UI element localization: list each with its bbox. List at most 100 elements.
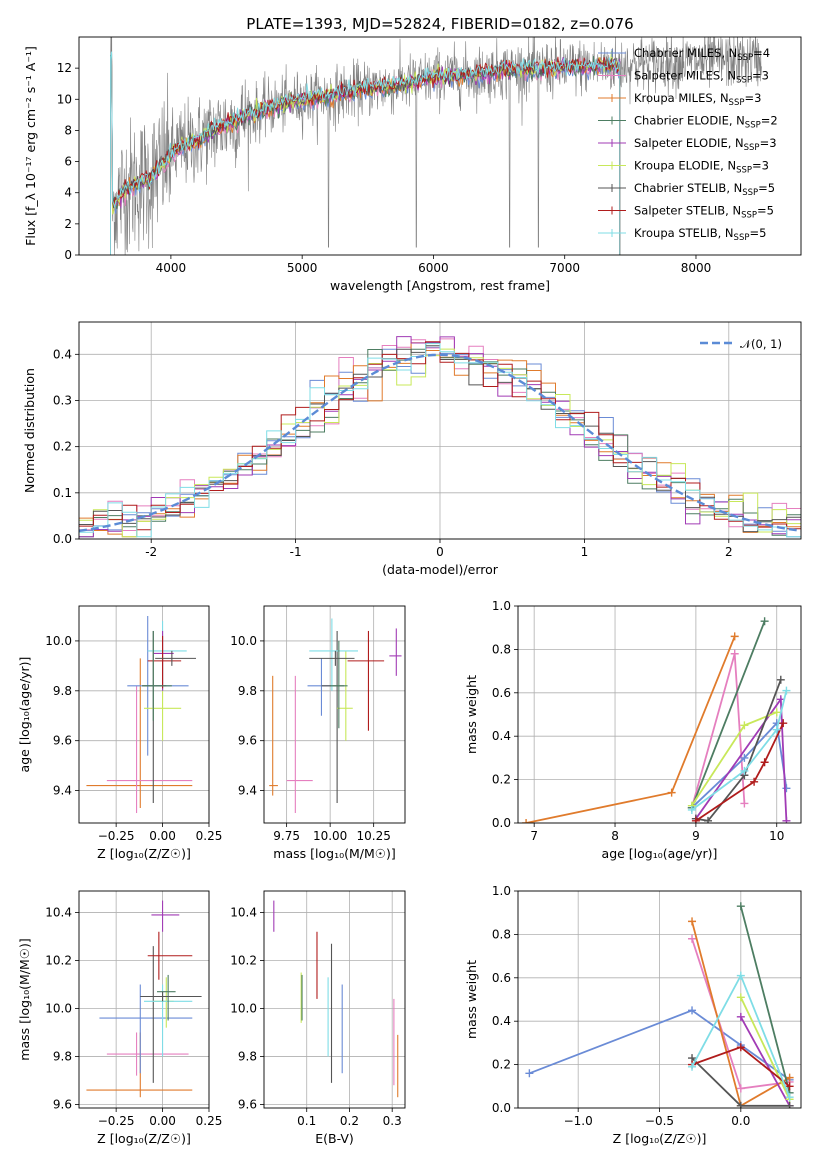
mass_vs_Z-xlabel: Z [log₁₀(Z/Z☉)] xyxy=(97,1131,191,1146)
legend-label-sub: SSP xyxy=(736,166,752,176)
mass_vs_Z-ytick-label: 10.2 xyxy=(45,954,72,968)
mass_vs_EBV-ytick-label: 9.6 xyxy=(238,1097,257,1111)
residuals-ylabel: Normed distribution xyxy=(22,368,37,493)
mass_vs_EBV-frame xyxy=(263,890,406,1109)
legend-label-text: Chabrier ELODIE, N xyxy=(634,114,745,128)
age_vs_mass-point-salp_elodie xyxy=(389,628,402,676)
weight_vs_Z-series-chab_elodie xyxy=(739,905,791,1094)
mass_vs_Z-xtick-label: 0.25 xyxy=(196,1114,223,1128)
mass_vs_Z-point-chab_elodie xyxy=(157,974,176,1021)
weight_vs_age-plot xyxy=(522,617,791,823)
age_vs_mass-xlabel: mass [log₁₀(M/M☉)] xyxy=(273,846,395,861)
legend-label-chab_miles: Chabrier MILES, NSSP=4 xyxy=(634,46,770,63)
weight_vs_age-series-chab_stelib xyxy=(695,679,782,822)
weight_vs_age-marker-krou_stelib xyxy=(772,725,781,734)
weight_vs_Z-xlabel: Z [log₁₀(Z/Z☉)] xyxy=(613,1131,707,1146)
legend-label-suffix: =3 xyxy=(760,136,777,150)
weight_vs_age-series-krou_stelib xyxy=(691,690,788,811)
weight_vs_age-marker-krou_elodie xyxy=(740,721,749,730)
spectrum-frame xyxy=(78,36,802,256)
weight_vs_age-axes: 7 8 9 10 0.0 0.2 0.4 0.6 0.8 1.0 age [log₁₀(age/yr… xyxy=(464,599,801,861)
weight_vs_age-marker-krou_miles xyxy=(667,788,676,797)
residuals-xtick-label: -2 xyxy=(145,545,157,559)
weight_vs_age-xlabel: age [log₁₀(age/yr)] xyxy=(602,846,718,861)
spectrum-xtick-label: 4000 xyxy=(156,261,187,275)
mass_vs_Z-ylabel: mass [log₁₀(M/M☉)] xyxy=(17,938,32,1060)
weight_vs_age-marker-salp_stelib xyxy=(750,777,759,786)
legend-label-suffix: =5 xyxy=(758,181,775,195)
residuals-xtick-label: -1 xyxy=(290,545,302,559)
weight_vs_Z-ytick-label: 1.0 xyxy=(492,884,511,898)
spectrum-data-line xyxy=(110,37,762,255)
age_vs_Z-ytick-label: 9.6 xyxy=(53,734,72,748)
legend-label-text: Kroupa STELIB, N xyxy=(634,226,734,240)
weight_vs_age-ytick-label: 0.0 xyxy=(492,816,511,830)
age_vs_mass-point-salp_stelib xyxy=(347,630,385,731)
mass_vs_EBV-xtick-label: 0.2 xyxy=(340,1114,359,1128)
age_vs_mass-point-chab_stelib xyxy=(309,650,355,666)
age_vs_mass-point-chab_miles xyxy=(307,658,332,716)
weight_vs_Z-marker-krou_elodie xyxy=(736,993,745,1002)
weight_vs_age-ytick-label: 0.4 xyxy=(492,729,511,743)
age_vs_mass-ytick-label: 9.4 xyxy=(238,784,257,798)
legend-label-text: Salpeter ELODIE, N xyxy=(634,136,744,150)
age_vs_mass-frame xyxy=(263,605,406,824)
weight_vs_Z-ytick-label: 0.0 xyxy=(492,1101,511,1115)
age_vs_Z-xtick-label: −0.25 xyxy=(98,829,135,843)
mass_vs_Z-ytick-label: 10.0 xyxy=(45,1001,72,1015)
legend-label-text: Kroupa MILES, N xyxy=(634,91,729,105)
legend-label-krou_stelib: Kroupa STELIB, NSSP=5 xyxy=(634,226,766,243)
spectrum-xtick-label: 8000 xyxy=(681,261,712,275)
weight_vs_age-marker-salp_elodie xyxy=(782,816,791,823)
spectrum-model-line-chab_miles xyxy=(110,60,621,255)
age_vs_Z-point-krou_miles xyxy=(86,658,193,809)
weight_vs_age-marker-chab_stelib xyxy=(704,816,713,823)
age_vs_Z-xlabel: Z [log₁₀(Z/Z☉)] xyxy=(97,846,191,861)
mass_vs_EBV-ytick-label: 9.8 xyxy=(238,1049,257,1063)
spectrum-ytick-label: 8 xyxy=(64,123,72,137)
spectrum-ytick-label: 4 xyxy=(64,186,72,200)
weight_vs_Z-marker-chab_miles xyxy=(688,1006,697,1015)
residuals-xtick-label: 2 xyxy=(725,545,733,559)
weight_vs_age-marker-chab_miles xyxy=(782,784,791,793)
age_vs_Z-ytick-label: 9.8 xyxy=(53,684,72,698)
legend-label-text: Salpeter MILES, N xyxy=(634,69,736,83)
mass_vs_EBV-ytick-label: 10.0 xyxy=(230,1001,257,1015)
residuals-hist-krou_stelib xyxy=(79,343,801,538)
age_vs_Z-ytick-label: 9.4 xyxy=(53,784,72,798)
weight_vs_Z-ylabel: mass weight xyxy=(464,960,479,1039)
mass_vs_Z-ytick-label: 9.6 xyxy=(53,1097,72,1111)
legend-label-text: Salpeter STELIB, N xyxy=(634,204,741,218)
weight_vs_Z-ytick-label: 0.8 xyxy=(492,927,511,941)
spectrum-ytick-label: 10 xyxy=(57,92,72,106)
legend-label-chab_elodie: Chabrier ELODIE, NSSP=2 xyxy=(634,114,778,131)
weight_vs_age-marker-salp_stelib xyxy=(691,816,700,823)
weight_vs_Z-xtick-label: −1.0 xyxy=(564,1114,593,1128)
weight_vs_Z-marker-krou_stelib xyxy=(688,1062,697,1071)
weight_vs_Z-series-salp_elodie xyxy=(740,1016,791,1107)
mass_vs_Z-point-krou_elodie xyxy=(153,977,174,1028)
weight_vs_Z-xtick-label: 0.0 xyxy=(731,1114,750,1128)
weight_vs_age-marker-krou_miles xyxy=(522,819,531,823)
spectrum-model-line-krou_stelib xyxy=(110,51,621,255)
legend-label-text: Chabrier STELIB, N xyxy=(634,181,742,195)
weight_vs_age-marker-krou_stelib xyxy=(740,766,749,775)
legend-label-suffix: =5 xyxy=(749,226,766,240)
mass_vs_EBV-xtick-label: 0.1 xyxy=(297,1114,316,1128)
residuals-ytick-label: 0.2 xyxy=(53,440,72,454)
legend-label-suffix: =3 xyxy=(752,69,769,83)
weight_vs_Z-marker-chab_miles xyxy=(525,1069,534,1078)
residuals-axes: -2 -1 0 1 2 0.0 0.1 0.2 0.3 0.4 (data-model)/error… xyxy=(22,322,801,577)
figure-title: PLATE=1393, MJD=52824, FIBERID=0182, z=0… xyxy=(246,15,633,33)
mass_vs_Z-point-salp_stelib xyxy=(147,931,193,980)
spectrum-ylabel: Flux [f_λ 10⁻¹⁷ erg cm⁻² s⁻¹ A⁻¹] xyxy=(23,46,38,246)
mass_vs_Z-ytick-label: 9.8 xyxy=(53,1049,72,1063)
age_vs_Z-point-salp_miles xyxy=(106,685,193,814)
age_vs_Z-ylabel: age [log₁₀(age/yr)] xyxy=(17,657,32,773)
weight_vs_age-marker-krou_miles xyxy=(730,632,739,641)
weight_vs_age-frame xyxy=(517,605,802,824)
mass_vs_EBV-plot xyxy=(273,900,399,1098)
age_vs_Z-frame xyxy=(78,605,210,824)
spectrum-ytick-label: 6 xyxy=(64,155,72,169)
mass_vs_Z-ytick-label: 10.4 xyxy=(45,906,72,920)
